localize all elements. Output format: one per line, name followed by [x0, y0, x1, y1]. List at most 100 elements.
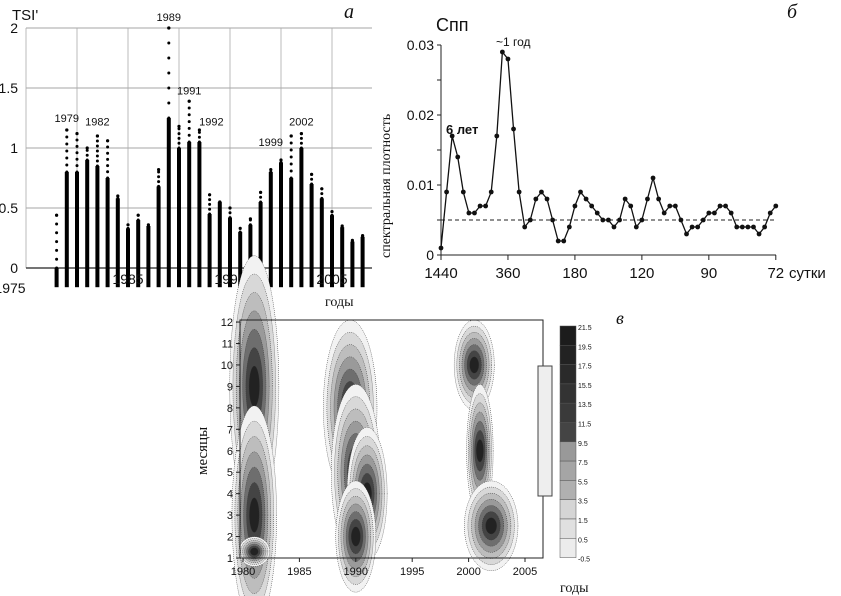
- data-point: [95, 134, 99, 138]
- data-point: [289, 141, 293, 145]
- y-tick-label: 9: [227, 381, 233, 393]
- data-bar: [248, 224, 253, 288]
- colorbar-label: 0.5: [578, 537, 588, 544]
- data-bar: [319, 198, 324, 288]
- y-tick-label: 3: [227, 510, 233, 522]
- data-point: [228, 216, 232, 220]
- x-tick-label: 1995: [400, 566, 424, 578]
- x-axis-label: годы: [560, 581, 589, 596]
- data-point: [745, 224, 751, 230]
- data-point: [289, 169, 293, 173]
- y-tick-label: 10: [221, 360, 233, 372]
- data-point: [177, 141, 181, 145]
- colorbar-label: -0.5: [578, 557, 590, 564]
- data-point: [544, 196, 550, 202]
- data-point: [361, 234, 365, 238]
- y-tick-label: 0.02: [407, 107, 434, 123]
- y-tick-label: 7: [227, 424, 233, 436]
- data-point: [628, 203, 634, 209]
- data-point: [126, 226, 130, 230]
- data-point: [157, 180, 161, 184]
- data-point: [310, 177, 314, 181]
- data-point: [157, 184, 161, 188]
- data-bar: [187, 142, 192, 288]
- data-point: [95, 154, 99, 158]
- x-tick-label: 360: [495, 265, 520, 282]
- y-tick-label: 0.01: [407, 177, 434, 193]
- data-point: [208, 207, 212, 211]
- data-point: [177, 127, 181, 131]
- data-point: [340, 224, 344, 228]
- x-tick-label: 72: [767, 265, 784, 282]
- x-tick-label: 90: [700, 265, 717, 282]
- data-point: [606, 217, 611, 223]
- colorbar-swatch: [559, 441, 577, 462]
- data-point: [505, 56, 511, 62]
- data-point: [65, 163, 69, 167]
- annotation: 6 лет: [446, 122, 478, 137]
- data-point: [622, 196, 628, 202]
- data-point: [75, 144, 79, 148]
- data-point: [75, 138, 79, 142]
- data-point: [600, 217, 606, 223]
- data-point: [55, 222, 59, 226]
- x-tick-label: 1440: [424, 265, 457, 282]
- contour-region: [350, 526, 361, 547]
- data-point: [157, 175, 161, 179]
- panel-b: 0 0.01 0.02 0.03 1440 360 180 120 90 72 сутки Спп сп…: [379, 1, 826, 282]
- data-point: [208, 198, 212, 202]
- data-point: [167, 116, 171, 120]
- x-tick-label: 1980: [231, 566, 255, 578]
- data-point: [65, 170, 69, 174]
- contour-region: [476, 439, 484, 463]
- y-axis-label: спектральная плотность: [379, 114, 394, 258]
- data-point: [279, 158, 283, 162]
- data-point: [550, 217, 555, 223]
- data-point: [106, 170, 110, 174]
- panel-label: б: [787, 1, 798, 23]
- data-bar: [207, 214, 212, 288]
- chart-title: Спп: [436, 15, 469, 35]
- data-point: [167, 86, 171, 90]
- data-point: [187, 99, 191, 103]
- data-point: [55, 257, 59, 261]
- data-point: [197, 135, 201, 139]
- data-point: [75, 151, 79, 155]
- y-tick-label: 0: [10, 260, 18, 276]
- data-point: [320, 187, 324, 191]
- data-point: [539, 189, 544, 195]
- data-point: [511, 126, 516, 132]
- data-bar: [146, 226, 151, 288]
- contour-region: [469, 356, 480, 374]
- data-point: [706, 210, 712, 216]
- data-bar: [217, 202, 222, 288]
- data-bar: [197, 142, 202, 288]
- data-point: [116, 194, 120, 198]
- data-point: [751, 224, 756, 230]
- data-point: [320, 196, 324, 200]
- data-point: [483, 203, 489, 209]
- data-bar: [309, 184, 314, 288]
- data-point: [583, 196, 589, 202]
- colorbar-swatch: [559, 460, 577, 481]
- data-point: [527, 217, 533, 223]
- data-point: [444, 189, 449, 195]
- data-point: [197, 130, 201, 134]
- colorbar-swatch: [559, 402, 577, 423]
- data-point: [228, 206, 232, 210]
- data-point: [289, 134, 293, 138]
- data-point: [522, 224, 528, 230]
- y-tick-label: 4: [227, 489, 233, 501]
- data-point: [689, 224, 695, 230]
- data-point: [460, 189, 466, 195]
- data-point: [589, 203, 595, 209]
- y-tick-label: 0.03: [407, 37, 434, 53]
- y-tick-label: 0.5: [0, 200, 18, 216]
- colorbar-swatch: [559, 325, 577, 346]
- colorbar-swatch: [559, 480, 577, 500]
- data-point: [65, 156, 69, 160]
- data-bar: [136, 220, 141, 288]
- contour-region: [249, 497, 260, 533]
- data-bar: [95, 166, 100, 288]
- data-point: [728, 210, 734, 216]
